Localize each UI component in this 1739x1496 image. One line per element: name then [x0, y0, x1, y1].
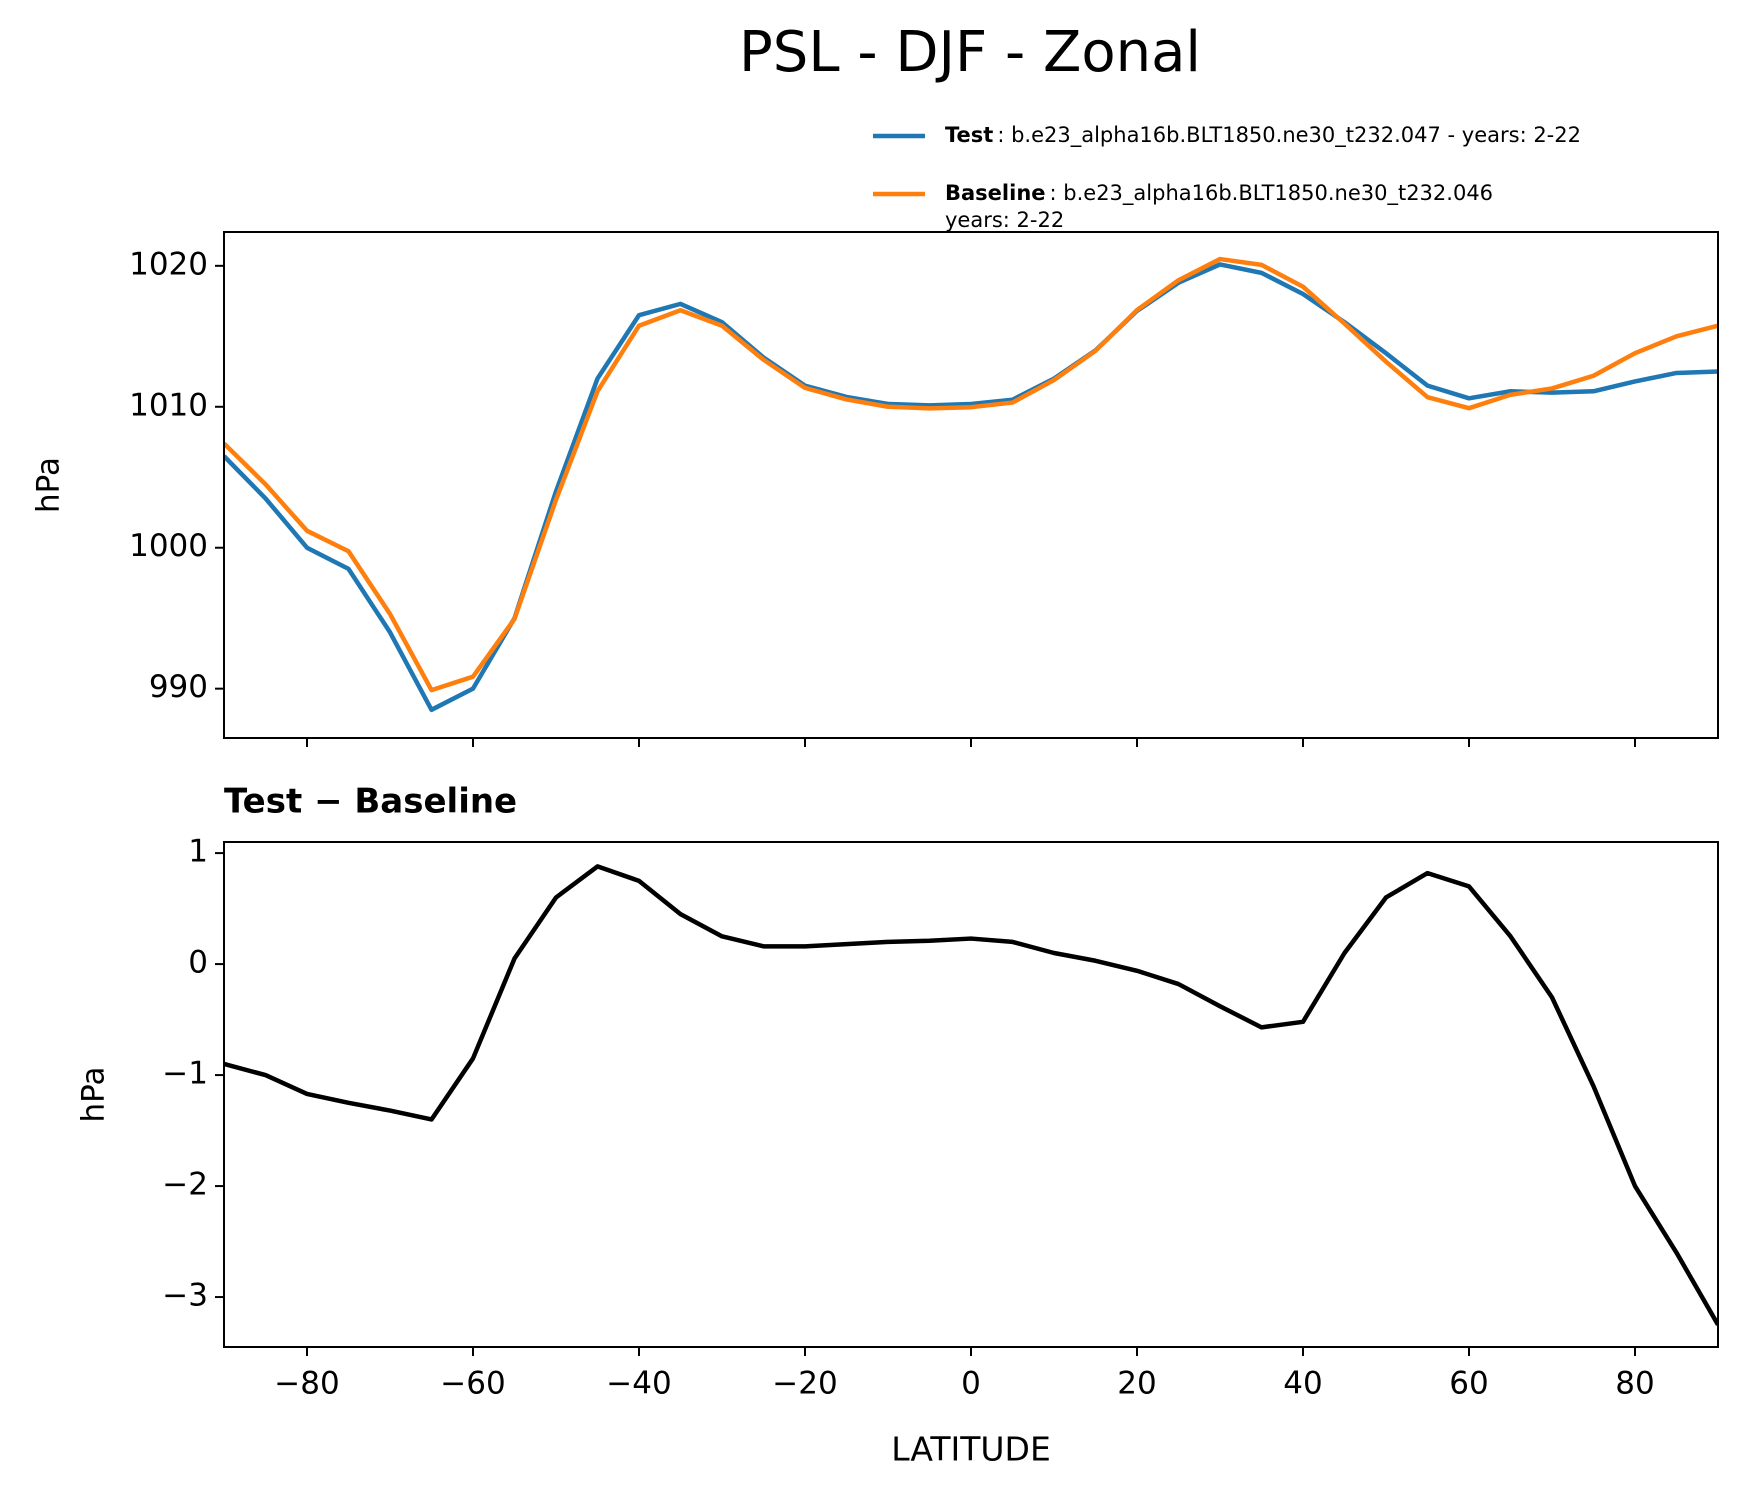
- figure-title: PSL - DJF - Zonal: [739, 20, 1201, 85]
- legend-description: : b.e23_alpha16b.BLT1850.ne30_t232.046: [1050, 181, 1494, 206]
- y-tick-label: −1: [162, 1056, 208, 1092]
- x-tick-label: −40: [606, 1366, 671, 1402]
- x-tick-label: −80: [274, 1366, 339, 1402]
- y-tick-label: 1020: [129, 246, 208, 282]
- legend-description: : b.e23_alpha16b.BLT1850.ne30_t232.047 -…: [997, 123, 1581, 148]
- y-tick-label: 1: [188, 834, 208, 870]
- y-axis-label: hPa: [76, 1067, 112, 1123]
- axes-title: Test − Baseline: [224, 782, 517, 822]
- data-line: [224, 256, 1718, 693]
- y-tick-label: 1000: [129, 528, 208, 564]
- x-axis-label: LATITUDE: [891, 1430, 1051, 1469]
- legend-name: Baseline: [945, 181, 1046, 205]
- x-tick-label: 60: [1449, 1366, 1488, 1402]
- y-tick-label: −3: [162, 1278, 208, 1314]
- x-tick-label: 20: [1117, 1366, 1156, 1402]
- x-tick-label: 80: [1615, 1366, 1654, 1402]
- y-tick-label: 0: [188, 945, 208, 981]
- axes-frame: [223, 231, 1719, 739]
- y-tick-label: −2: [162, 1167, 208, 1203]
- x-tick-label: 40: [1283, 1366, 1322, 1402]
- x-tick-label: −60: [440, 1366, 505, 1402]
- y-axis-label: hPa: [31, 457, 67, 513]
- data-line: [224, 864, 1718, 1326]
- legend-description: years: 2-22: [945, 208, 1064, 232]
- y-tick-label: 1010: [129, 387, 208, 423]
- data-line: [224, 262, 1718, 713]
- x-tick-label: −20: [772, 1366, 837, 1402]
- y-tick-label: 990: [149, 669, 208, 705]
- x-tick-label: 0: [961, 1366, 981, 1402]
- legend-name: Test: [945, 123, 993, 147]
